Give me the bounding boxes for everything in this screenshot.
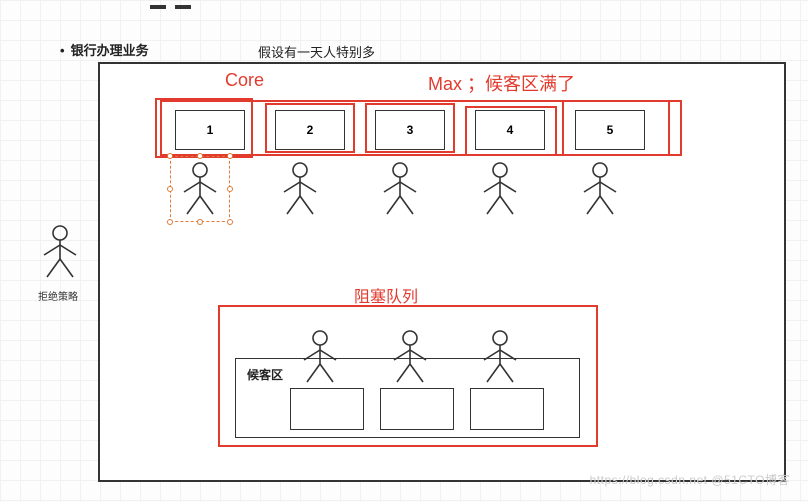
selection-handle[interactable] [167,186,173,192]
ruler-mark [150,5,166,9]
label-queue: 阻塞队列 [354,283,418,307]
queue-slot-1 [290,388,364,430]
red-outline-worker-1 [155,98,253,158]
stick-person-2 [280,162,320,217]
red-outline-worker-2 [265,103,355,153]
queue-person-1 [300,330,340,385]
stick-person-reject [40,225,80,280]
label-core: Core [225,70,264,91]
selection-handle[interactable] [227,153,233,159]
page-title: 银行办理业务 [60,40,149,59]
queue-slot-2 [380,388,454,430]
selection-handle[interactable] [167,153,173,159]
selection-handle[interactable] [227,186,233,192]
ruler-mark [175,5,191,9]
queue-person-3 [480,330,520,385]
label-max: Max ；候客区满了 [428,70,575,96]
selection-handle[interactable] [167,219,173,225]
stick-person-5 [580,162,620,217]
label-waiting-area: 候客区 [247,366,283,383]
watermark: https://blog.csdn.net @51CTO博客 [590,471,790,488]
queue-slot-3 [470,388,544,430]
selection-handle[interactable] [197,219,203,225]
queue-person-2 [390,330,430,385]
stick-person-3 [380,162,420,217]
red-outline-worker-5 [562,100,670,156]
selection-handle[interactable] [197,153,203,159]
stick-person-4 [480,162,520,217]
caption-top: 假设有一天人特别多 [258,42,375,61]
selection-handle[interactable] [227,219,233,225]
red-outline-worker-3 [365,103,455,153]
red-outline-worker-4 [465,106,557,156]
selection-outline [170,156,230,222]
label-reject: 拒绝策略 [38,288,78,303]
